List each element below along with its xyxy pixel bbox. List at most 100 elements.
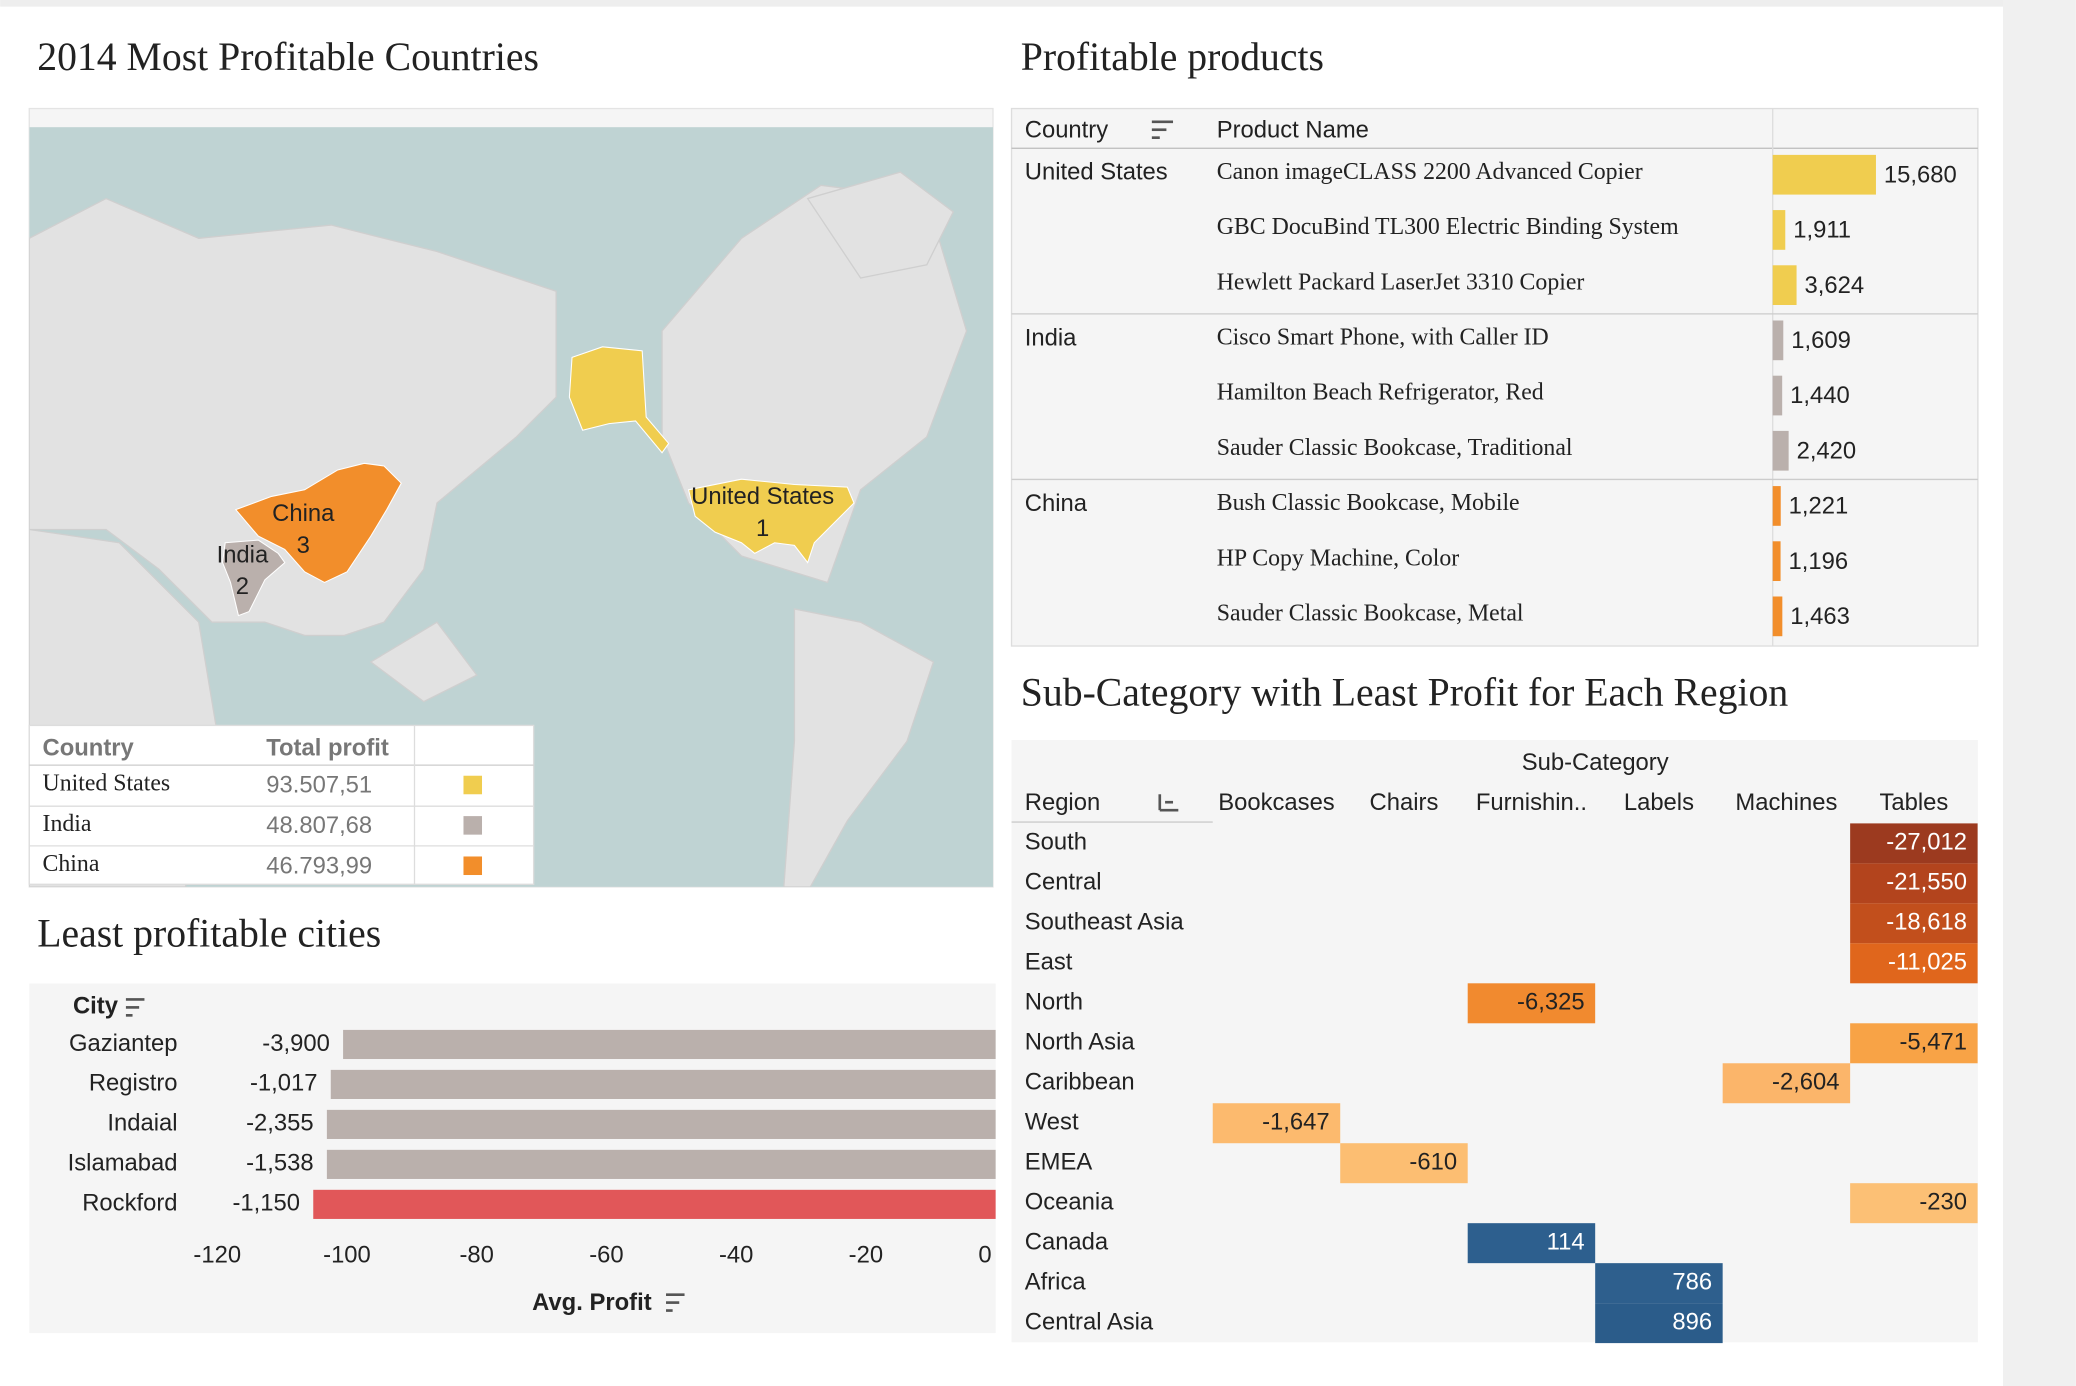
city-label: Registro: [89, 1070, 178, 1097]
column-header: Tables: [1879, 789, 1948, 816]
heat-cell: [1722, 1063, 1851, 1104]
legend-profit: 48.807,68: [266, 812, 372, 839]
product-value: 2,420: [1797, 437, 1857, 464]
eurasia: [29, 197, 557, 637]
product-value: 15,680: [1884, 161, 1957, 188]
cell-label: 114: [1547, 1228, 1585, 1255]
x-tick-label: -20: [849, 1242, 883, 1269]
heat-cell: [1850, 863, 1978, 904]
heat-cell: [1595, 1263, 1723, 1304]
bar-label: -1,017: [250, 1070, 318, 1097]
country-rank: 1: [756, 515, 769, 542]
country-cell: India: [1025, 324, 1077, 351]
bar-label: -1,150: [232, 1190, 300, 1217]
heat-cell: [1850, 1023, 1978, 1064]
column-header: Labels: [1624, 789, 1694, 816]
product-value: 1,221: [1789, 493, 1849, 520]
cell-label: -21,550: [1886, 869, 1967, 896]
country-label: United States: [691, 483, 834, 510]
product-name: Canon imageCLASS 2200 Advanced Copier: [1217, 159, 1643, 185]
product-bar: [1772, 596, 1783, 637]
sort-icon: [125, 998, 145, 1017]
country-shape: [234, 462, 402, 584]
cell-label: -610: [1409, 1149, 1457, 1176]
product-name: Hewlett Packard LaserJet 3310 Copier: [1217, 269, 1585, 295]
products-panel: [1010, 107, 1979, 647]
product-value: 1,196: [1789, 548, 1849, 575]
column-header: Furnishin..: [1476, 789, 1587, 816]
region-label: Africa: [1025, 1268, 1087, 1295]
country-shape: [222, 539, 286, 617]
column-header: Product Name: [1217, 116, 1369, 143]
product-name: Cisco Smart Phone, with Caller ID: [1217, 324, 1549, 350]
cell-label: -2,604: [1772, 1069, 1840, 1096]
cell-label: -27,012: [1886, 829, 1967, 856]
cell-label: 896: [1672, 1308, 1712, 1335]
country-shape: [568, 346, 670, 454]
heat-cell: [1595, 1303, 1723, 1344]
region-label: West: [1025, 1109, 1079, 1136]
cell-label: -5,471: [1899, 1029, 1967, 1056]
map-title: 2014 Most Profitable Countries: [37, 35, 539, 79]
bar: [343, 1029, 996, 1060]
islands: [369, 621, 478, 703]
product-value: 3,624: [1805, 272, 1865, 299]
city-label: Rockford: [82, 1190, 177, 1217]
column-header: Country: [1025, 116, 1108, 143]
legend-country: China: [43, 851, 100, 877]
column-header: Machines: [1735, 789, 1837, 816]
sort-icon: [1158, 794, 1179, 812]
bar-label: -1,538: [246, 1150, 314, 1177]
cell-label: -11,025: [1888, 949, 1967, 976]
product-bar: [1772, 430, 1789, 471]
cell-label: -18,618: [1886, 909, 1967, 936]
heat-cell: [1340, 1143, 1468, 1184]
x-tick-label: -100: [323, 1242, 371, 1269]
region-label: Oceania: [1025, 1188, 1114, 1215]
product-bar: [1772, 541, 1781, 582]
countries: United States 1 India 2 China 3: [217, 346, 855, 617]
region-label: Central: [1025, 869, 1102, 896]
bar-label: -2,355: [246, 1110, 314, 1137]
product-name: Sauder Classic Bookcase, Metal: [1217, 600, 1524, 626]
x-tick-label: -80: [460, 1242, 494, 1269]
products-title: Profitable products: [1021, 35, 1324, 79]
legend-country: India: [43, 811, 92, 837]
product-name: Bush Classic Bookcase, Mobile: [1217, 490, 1520, 516]
map-legend: [28, 724, 535, 885]
region-label: EMEA: [1025, 1149, 1093, 1176]
country-label: India: [217, 541, 269, 568]
city-label: Indaial: [107, 1110, 177, 1137]
heat-cell: [1850, 943, 1978, 984]
column-header: Chairs: [1370, 789, 1439, 816]
heat-cell: [1467, 983, 1596, 1024]
country-rank: 2: [236, 573, 249, 600]
region-label: Southeast Asia: [1025, 909, 1185, 936]
country-shape: [687, 478, 855, 564]
legend-swatch: [463, 856, 483, 876]
heat-cell: [1850, 1183, 1978, 1224]
x-tick-label: -120: [193, 1242, 241, 1269]
legend-profit: 93.507,51: [266, 772, 372, 799]
column-group-header: Sub-Category: [1522, 749, 1669, 776]
product-bar: [1772, 210, 1786, 250]
country-cell: United States: [1025, 159, 1168, 186]
product-name: HP Copy Machine, Color: [1217, 545, 1460, 571]
x-tick-label: -40: [719, 1242, 753, 1269]
legend-header: Country: [43, 735, 135, 762]
region-label: East: [1025, 949, 1073, 976]
product-value: 1,911: [1793, 217, 1851, 244]
legend-profit: 46.793,99: [266, 852, 372, 879]
south-america: [783, 608, 935, 887]
top-strip: [0, 0, 2004, 7]
region-label: North Asia: [1025, 1029, 1136, 1056]
row-header: Region: [1025, 789, 1100, 816]
product-value: 1,463: [1790, 603, 1850, 630]
category-header: City: [73, 993, 119, 1020]
x-tick-label: 0: [978, 1242, 991, 1269]
product-bar: [1772, 154, 1876, 195]
country-label: China: [272, 500, 335, 527]
cell-label: -1,647: [1262, 1109, 1330, 1136]
